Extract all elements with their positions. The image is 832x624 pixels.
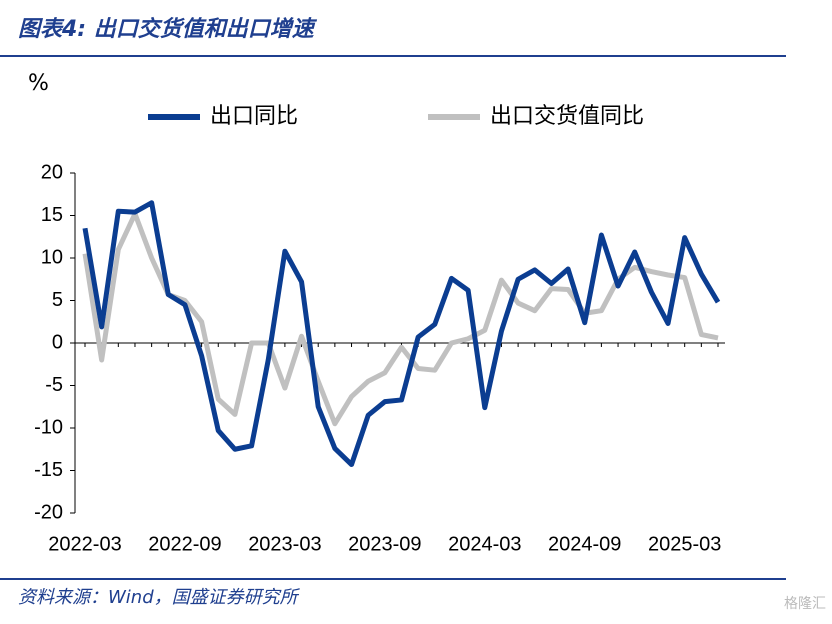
y-tick-label: 0 bbox=[52, 331, 63, 353]
series-line bbox=[82, 211, 719, 427]
series-line bbox=[82, 200, 721, 468]
y-tick-label: 10 bbox=[41, 246, 63, 268]
x-tick-label: 2024-09 bbox=[548, 533, 621, 555]
chart-title: 图表4: 出口交货值和出口增速 bbox=[18, 16, 318, 42]
y-tick-label: -15 bbox=[34, 459, 63, 481]
x-tick-label: 2025-03 bbox=[648, 533, 721, 555]
x-tick-label: 2023-03 bbox=[248, 533, 321, 555]
source-note: 资料来源：Wind，国盛证券研究所 bbox=[18, 587, 301, 608]
x-tick-label: 2022-03 bbox=[48, 533, 121, 555]
y-tick-label: 20 bbox=[41, 161, 63, 183]
y-tick-label: -5 bbox=[45, 374, 63, 396]
legend-label: 出口同比 bbox=[210, 104, 298, 129]
x-tick-label: 2023-09 bbox=[348, 533, 421, 555]
x-tick-label: 2022-09 bbox=[148, 533, 221, 555]
legend-label: 出口交货值同比 bbox=[490, 104, 644, 129]
watermark: 格隆汇 bbox=[784, 596, 826, 612]
y-tick-label: -10 bbox=[34, 416, 63, 438]
y-axis-label: % bbox=[28, 71, 49, 96]
y-tick-label: -20 bbox=[34, 501, 63, 523]
y-tick-label: 15 bbox=[41, 204, 63, 226]
y-tick-label: 5 bbox=[52, 289, 63, 311]
x-tick-label: 2024-03 bbox=[448, 533, 521, 555]
